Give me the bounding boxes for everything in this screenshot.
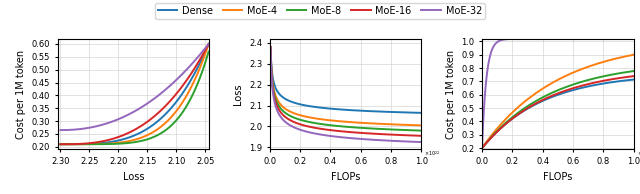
Legend: Dense, MoE-4, MoE-8, MoE-16, MoE-32: Dense, MoE-4, MoE-8, MoE-16, MoE-32 [155,3,485,19]
Y-axis label: Cost per 1M token: Cost per 1M token [445,49,456,139]
Y-axis label: Loss: Loss [234,83,243,105]
X-axis label: FLOPs: FLOPs [331,171,360,182]
Text: $^{\times 10^{22}}$: $^{\times 10^{22}}$ [637,151,640,157]
X-axis label: Loss: Loss [123,171,144,182]
Y-axis label: Cost per 1M token: Cost per 1M token [16,49,26,139]
Text: $^{\times 10^{22}}$: $^{\times 10^{22}}$ [424,151,441,157]
X-axis label: FLOPs: FLOPs [543,171,573,182]
